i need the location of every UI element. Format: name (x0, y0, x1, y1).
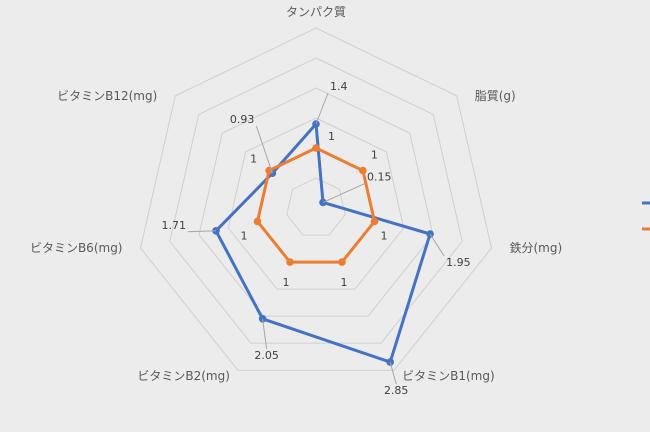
grid-ring (227, 117, 405, 290)
category-label: ビタミンB2(mg) (137, 369, 230, 383)
data-label: 1.4 (330, 80, 348, 93)
series-point (312, 144, 320, 152)
data-label: 1 (341, 276, 348, 289)
data-label: 2.85 (384, 384, 409, 397)
series-line (256, 146, 376, 264)
data-label: 1 (250, 153, 257, 166)
series-point (286, 258, 294, 266)
series-line (214, 122, 432, 364)
data-label: 1 (371, 149, 378, 162)
series-point (370, 217, 379, 226)
grid-ring (198, 87, 434, 317)
data-label: 0.93 (230, 113, 255, 126)
grid-ring (139, 27, 493, 371)
series-point (338, 258, 346, 266)
series-point (359, 166, 367, 175)
category-label: ビタミンB12(mg) (57, 89, 157, 103)
data-label: 0.15 (367, 170, 392, 183)
data-label: 1.71 (162, 219, 187, 232)
radar-grid (139, 27, 493, 371)
data-label: 1 (283, 276, 290, 289)
category-label: 脂質(g) (475, 88, 516, 103)
leader-line (389, 361, 397, 385)
leader-line (262, 318, 268, 349)
data-label: 2.05 (254, 349, 279, 362)
leader-line (315, 92, 329, 125)
leader-line (187, 230, 217, 233)
leader-line (322, 182, 366, 203)
leader-line (429, 233, 445, 257)
leader-line (255, 126, 273, 174)
data-label: 1 (328, 130, 335, 143)
series-point (253, 217, 262, 226)
grid-ring (286, 177, 346, 236)
category-label: タンパク質 (286, 4, 346, 19)
data-label: 1 (241, 229, 248, 242)
legend (642, 201, 650, 231)
data-label: 1.95 (446, 256, 471, 269)
data-label: 1 (381, 229, 388, 242)
category-label: ビタミンB1(mg) (402, 369, 495, 383)
grid-ring (169, 57, 463, 344)
category-label: ビタミンB6(mg) (30, 241, 123, 255)
radar-series (212, 120, 434, 366)
category-label: 鉄分(mg) (510, 240, 563, 255)
